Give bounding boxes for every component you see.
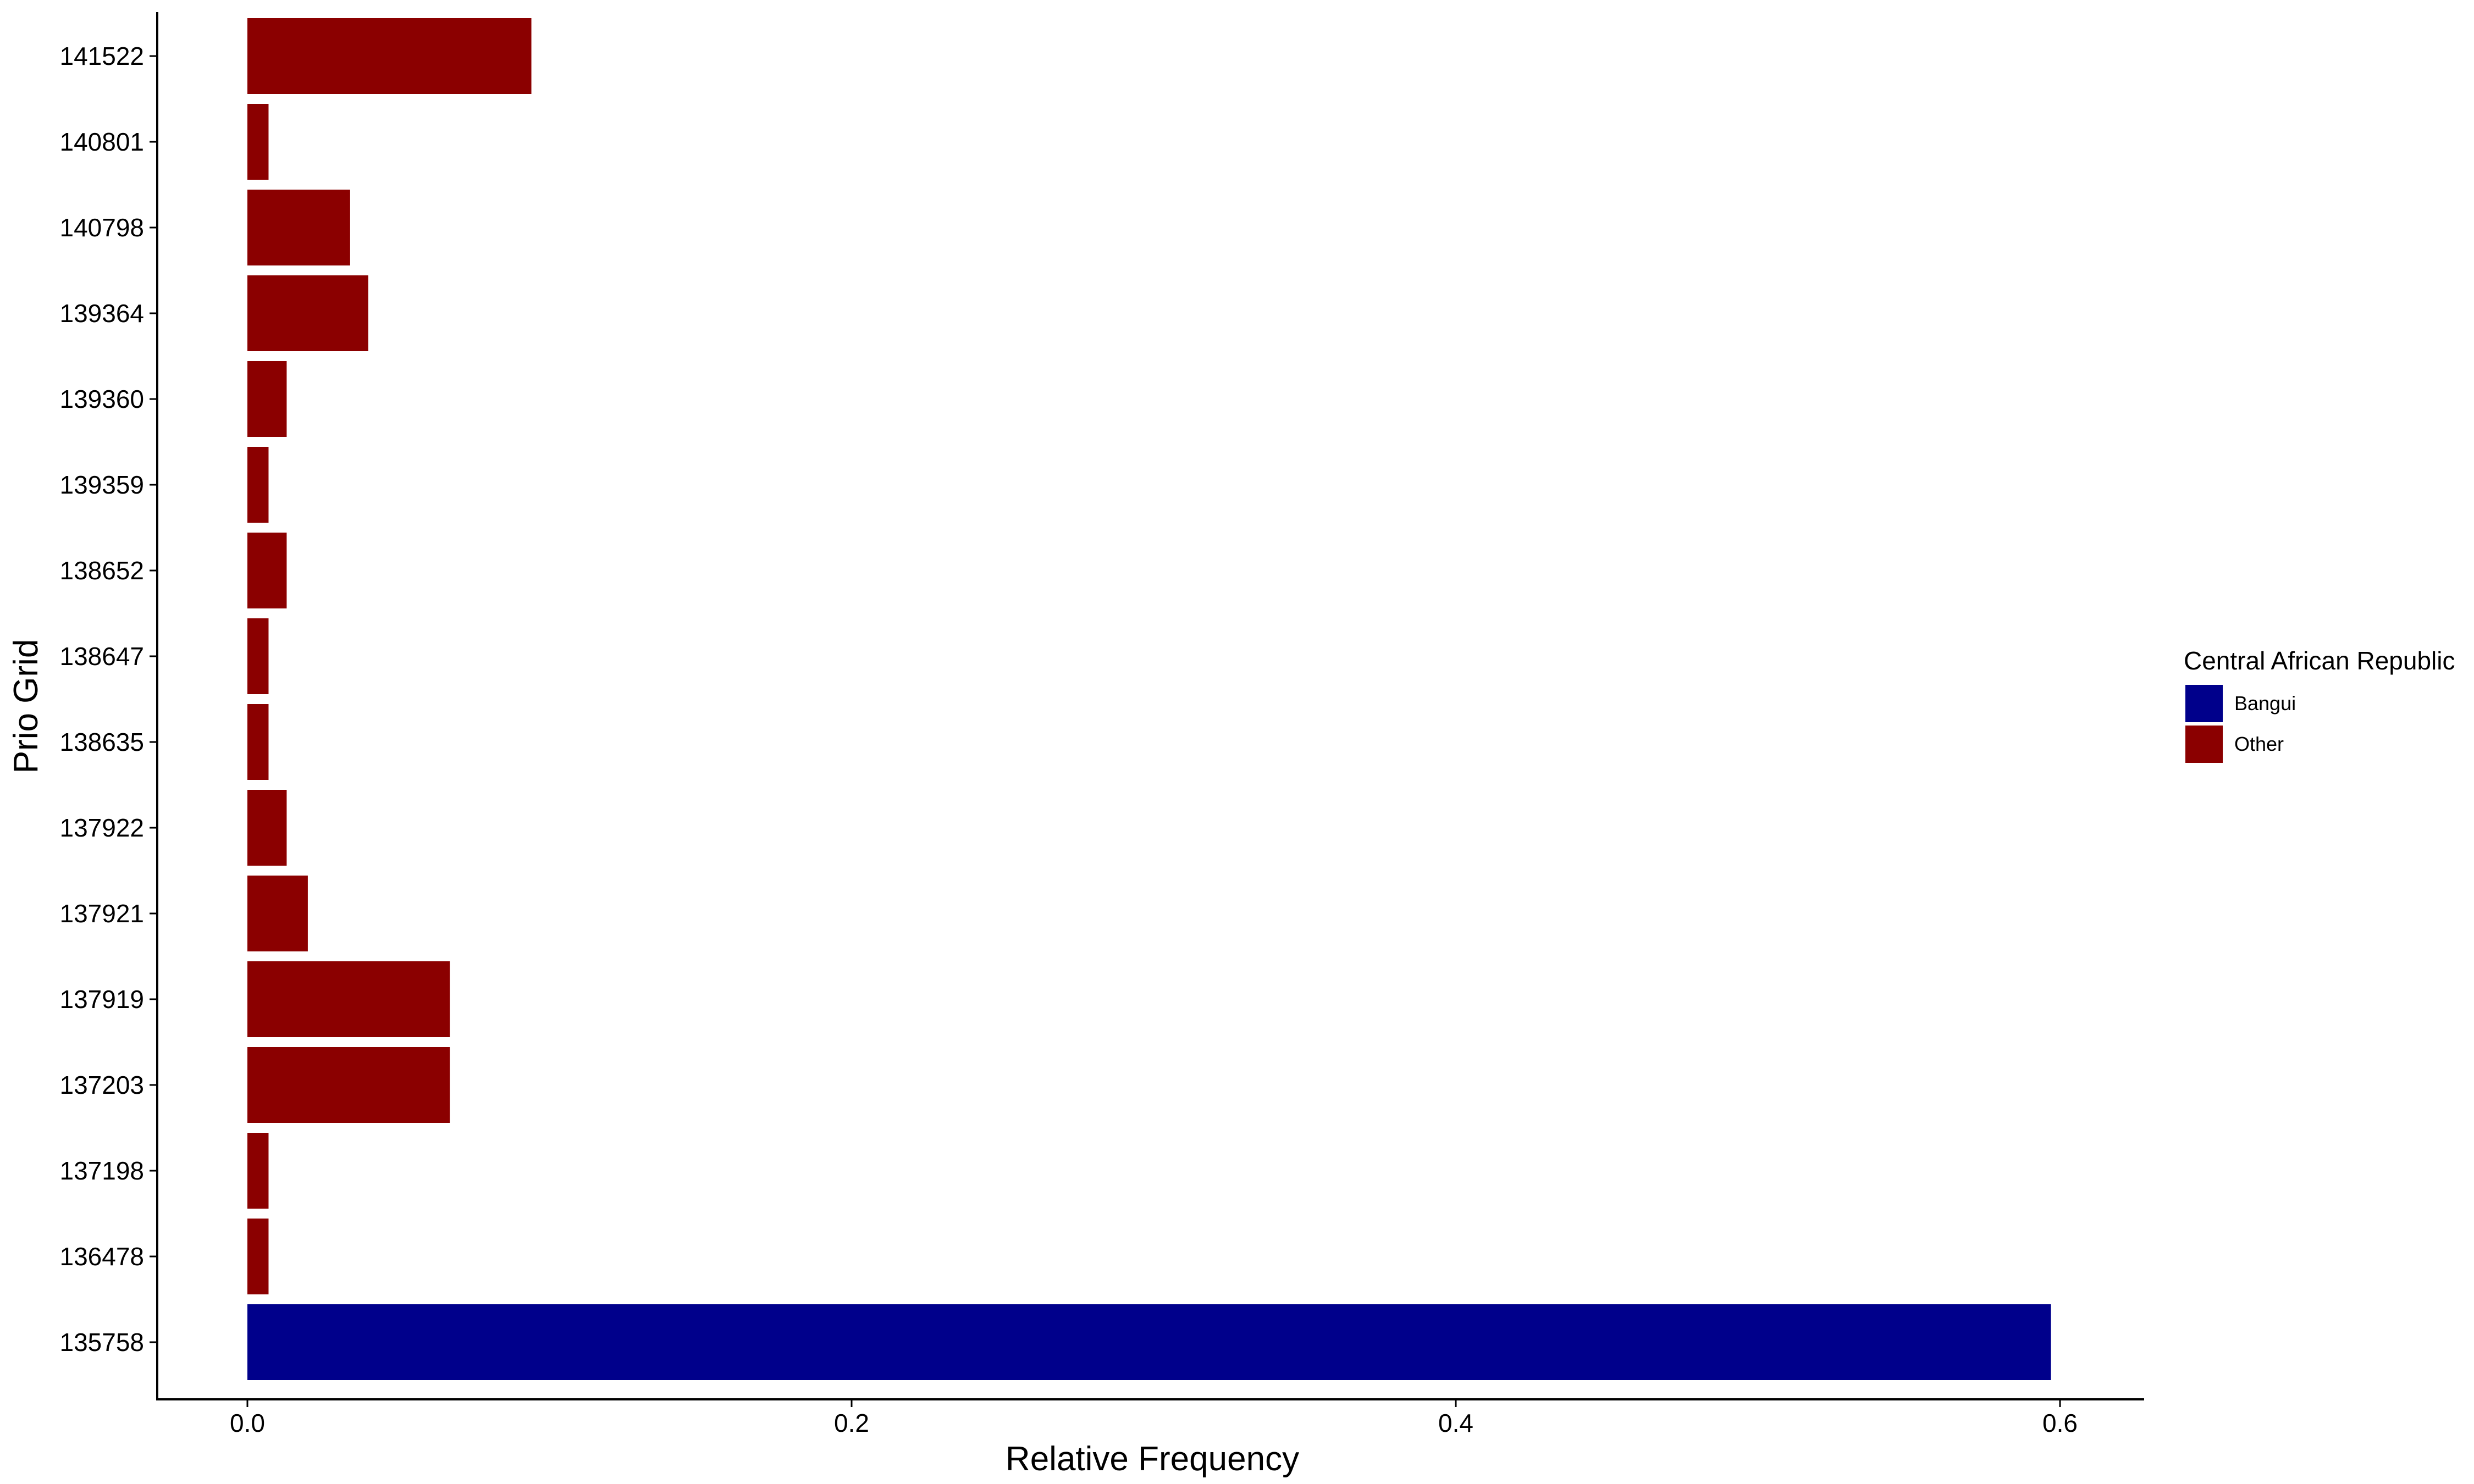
bar-137198 bbox=[247, 1133, 269, 1209]
legend-swatch-other bbox=[2185, 726, 2223, 763]
y-tick-label: 138647 bbox=[60, 642, 145, 671]
y-tick-label: 138635 bbox=[60, 728, 145, 756]
bars-layer bbox=[247, 18, 2051, 1380]
y-tick-label: 137198 bbox=[60, 1156, 145, 1185]
bar-137921 bbox=[247, 876, 308, 951]
bar-139364 bbox=[247, 275, 368, 351]
bar-138652 bbox=[247, 533, 287, 608]
bar-139359 bbox=[247, 447, 269, 523]
y-tick-label: 137922 bbox=[60, 813, 145, 842]
y-tick-label: 137919 bbox=[60, 985, 145, 1014]
x-tick-label: 0.0 bbox=[230, 1409, 265, 1437]
x-tick-label: 0.2 bbox=[834, 1409, 869, 1437]
bar-140801 bbox=[247, 104, 269, 180]
y-axis-title: Prio Grid bbox=[7, 639, 45, 774]
bar-138647 bbox=[247, 618, 269, 694]
legend-label-bangui: Bangui bbox=[2234, 692, 2296, 715]
legend: Central African Republic Bangui Other bbox=[2184, 646, 2455, 763]
y-tick-label: 137203 bbox=[60, 1071, 145, 1099]
bar-141522 bbox=[247, 18, 532, 94]
x-axis-title: Relative Frequency bbox=[1006, 1440, 1299, 1478]
y-tick-label: 139364 bbox=[60, 299, 145, 328]
bar-137203 bbox=[247, 1047, 450, 1123]
y-tick-label: 140801 bbox=[60, 128, 145, 156]
bar-136478 bbox=[247, 1219, 269, 1294]
x-tick-label: 0.6 bbox=[2042, 1409, 2078, 1437]
y-tick-label: 139359 bbox=[60, 470, 145, 499]
legend-title: Central African Republic bbox=[2184, 646, 2455, 675]
y-tick-label: 141522 bbox=[60, 42, 145, 70]
bar-135758 bbox=[247, 1304, 2051, 1380]
x-tick-label: 0.4 bbox=[1438, 1409, 1473, 1437]
y-tick-label: 140798 bbox=[60, 213, 145, 242]
y-tick-label: 135758 bbox=[60, 1328, 145, 1356]
bar-138635 bbox=[247, 704, 269, 780]
y-axis-ticks: 135758 136478 137198 137203 137919 137921 1379… bbox=[60, 42, 157, 1356]
bar-140798 bbox=[247, 190, 350, 265]
x-axis-ticks: 0.0 0.2 0.4 0.6 bbox=[230, 1399, 2078, 1437]
legend-swatch-bangui bbox=[2185, 685, 2223, 722]
y-tick-label: 136478 bbox=[60, 1242, 145, 1271]
y-tick-label: 139360 bbox=[60, 385, 145, 413]
y-tick-label: 137921 bbox=[60, 899, 145, 928]
bar-137919 bbox=[247, 961, 450, 1037]
legend-label-other: Other bbox=[2234, 733, 2284, 755]
y-tick-label: 138652 bbox=[60, 556, 145, 585]
bar-139360 bbox=[247, 361, 287, 437]
bar-137922 bbox=[247, 790, 287, 866]
